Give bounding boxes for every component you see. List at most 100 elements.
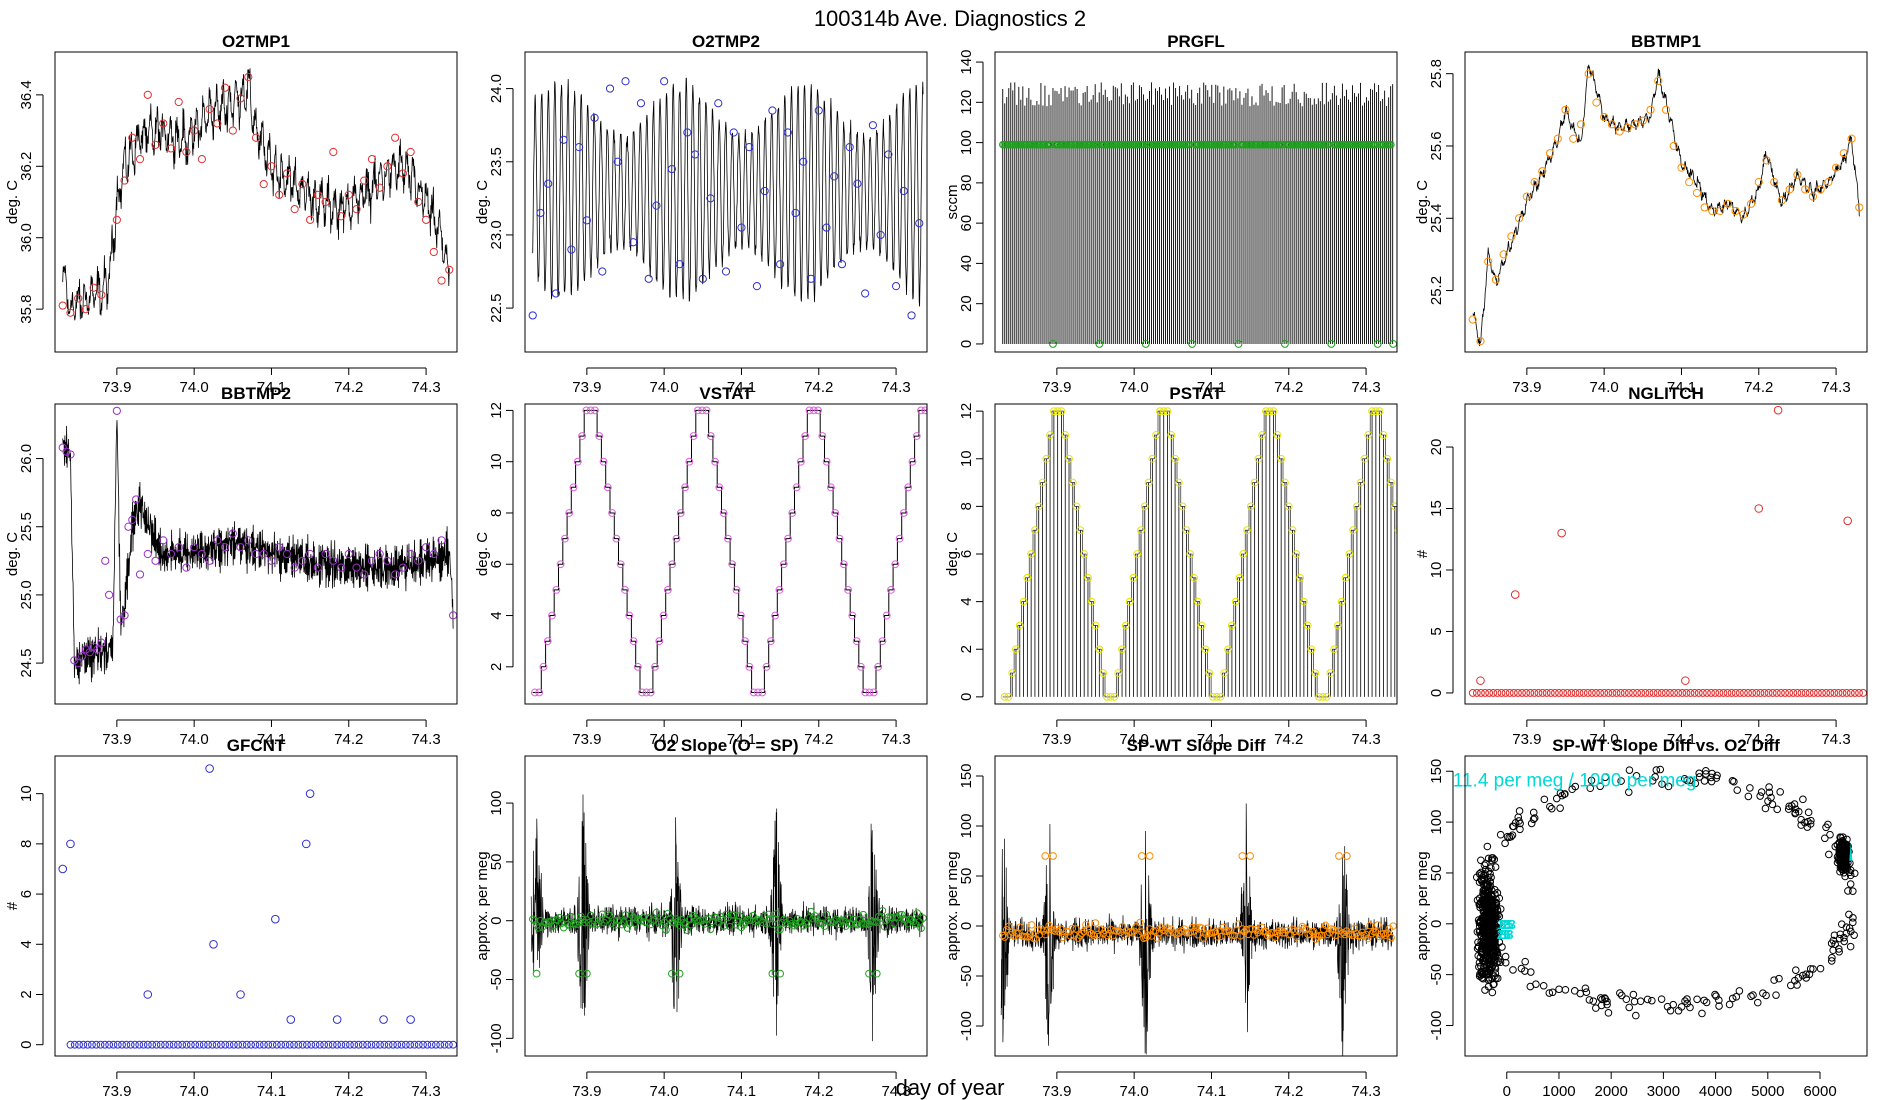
data-point-bbtmp2 (97, 638, 106, 647)
data-point-o2tmp2 (830, 172, 839, 181)
data-point-pstat (1110, 692, 1119, 701)
data-point-spwt (1342, 852, 1351, 860)
data-point-spwt_vs_o2 (1587, 776, 1596, 785)
x-tick-label-o2tmp1: 74.2 (334, 379, 363, 396)
plot-frame-o2tmp2 (524, 51, 928, 353)
data-point-prgfl (1139, 140, 1147, 149)
data-point-gfcnt (205, 764, 214, 773)
data-point-vstat (702, 406, 711, 415)
data-point-nglitch (1809, 689, 1818, 697)
y-tick-label-bbtmp2: 25.0 (18, 580, 35, 609)
data-point-bbtmp2 (112, 406, 121, 415)
data-point-spwt (1265, 930, 1274, 938)
data-point-nglitch (1604, 689, 1613, 697)
data-point-o2tmp2 (652, 201, 661, 210)
y-tick-label-bbtmp2: 26.0 (18, 444, 35, 473)
data-point-pstat (1027, 550, 1036, 558)
data-point-vstat (878, 637, 887, 646)
data-point-gfcnt (96, 1040, 105, 1049)
data-point-spwt_vs_o2 (1791, 976, 1799, 985)
data-point-spwt_vs_o2 (1759, 989, 1767, 998)
data-point-pstat (1140, 502, 1149, 511)
x-tick-label-o2slope: 74.1 (727, 1083, 756, 1100)
data-point-spwt (1234, 920, 1243, 928)
data-point-pstat (1144, 478, 1153, 487)
y-tick-label-prgfl: 100 (958, 130, 975, 155)
data-point-o2slope (753, 915, 761, 924)
y-axis-label-o2tmp2: deg. C (474, 180, 491, 224)
data-point-spwt (1118, 922, 1127, 931)
y-tick-label-pstat: 4 (958, 597, 975, 605)
data-point-vstat (827, 483, 835, 492)
x-tick-label-vstat: 74.3 (881, 731, 910, 748)
data-point-bbtmp2 (298, 556, 307, 565)
data-point-spwt (1385, 924, 1393, 933)
data-point-vstat (921, 406, 927, 415)
data-point-spwt_vs_o2 (1806, 820, 1815, 828)
data-point-spwt_vs_o2 (1806, 965, 1815, 973)
data-point-o2tmp2 (814, 106, 823, 115)
data-point-pstat (1167, 431, 1176, 439)
data-point-spwt (1136, 918, 1144, 927)
data-point-gfcnt (414, 1040, 423, 1049)
data-point-spwt_vs_o2 (1775, 974, 1783, 983)
data-point-gfcnt (255, 1040, 264, 1049)
y-axis-o2slope: -100 -50 0 50 100 (488, 791, 514, 1053)
y-axis-nglitch: 0 5 10 15 20 (1428, 439, 1454, 697)
data-point-spwt (1258, 923, 1266, 932)
data-point-spwt (1350, 924, 1359, 933)
data-point-prgfl (1095, 340, 1104, 348)
data-point-spwt_vs_o2 (1482, 928, 1491, 936)
y-tick-label-nglitch: 15 (1428, 500, 1445, 517)
data-point-pstat (1216, 692, 1225, 701)
data-point-o2slope (919, 914, 927, 922)
data-point-o2tmp1 (220, 83, 230, 92)
data-point-vstat (822, 457, 831, 466)
data-point-o2tmp1 (97, 290, 106, 299)
data-point-pstat (1190, 573, 1198, 582)
data-point-pstat (1322, 692, 1331, 701)
y-tick-label-bbtmp1: 25.2 (1428, 276, 1445, 305)
data-point-bbtmp2 (391, 570, 400, 579)
data-point-bbtmp1 (1507, 232, 1516, 241)
y-tick-label-vstat: 4 (488, 611, 505, 619)
data-point-spwt_vs_o2 (1503, 832, 1512, 841)
data-point-nglitch (1497, 689, 1506, 697)
plot-frame-pstat (994, 403, 1398, 705)
data-point-gfcnt (346, 1040, 354, 1049)
data-point-spwt (1082, 920, 1090, 929)
data-point-bbtmp2 (105, 590, 114, 600)
y-tick-label-spwt_vs_o2: 0 (1428, 920, 1445, 928)
y-tick-label-spwt_vs_o2: -50 (1428, 964, 1445, 986)
data-point-spwt_vs_o2 (1527, 819, 1536, 828)
data-point-bbtmp2 (375, 549, 384, 559)
data-point-gfcnt (384, 1040, 393, 1049)
data-point-gfcnt (186, 1040, 195, 1049)
data-point-nglitch (1764, 689, 1773, 697)
data-point-nglitch (1768, 689, 1777, 697)
data-point-bbtmp1 (1793, 170, 1802, 179)
data-point-spwt (1383, 929, 1392, 937)
y-axis-label-bbtmp2: deg. C (4, 532, 21, 576)
data-point-spwt_vs_o2 (1521, 957, 1529, 966)
data-point-vstat (595, 432, 604, 440)
data-point-pstat (1387, 478, 1395, 487)
data-point-pstat (1243, 526, 1251, 535)
data-point-pstat (1258, 431, 1267, 439)
data-point-bbtmp1 (1847, 134, 1856, 143)
cluster-label-spwt_vs_o2: 2 (1497, 927, 1504, 942)
data-point-vstat (668, 560, 677, 569)
data-point-o2tmp1 (329, 147, 338, 157)
data-point-spwt (1337, 930, 1345, 938)
data-point-spwt_vs_o2 (1480, 861, 1489, 869)
data-point-spwt_vs_o2 (1713, 771, 1721, 780)
data-point-spwt (1045, 921, 1053, 930)
y-axis-label-prgfl: sccm (944, 185, 961, 220)
data-point-spwt_vs_o2 (1797, 815, 1805, 824)
data-point-o2slope (900, 915, 908, 923)
data-point-bbtmp2 (228, 529, 237, 538)
x-tick-label-spwt_vs_o2: 5000 (1751, 1083, 1784, 1100)
data-point-vstat (728, 560, 737, 569)
data-point-pstat (1281, 478, 1289, 487)
data-point-prgfl (1324, 140, 1333, 149)
